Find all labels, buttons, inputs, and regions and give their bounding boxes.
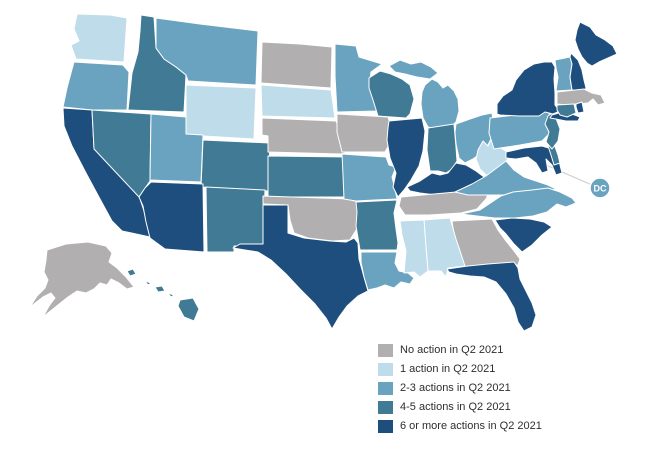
state-mi[interactable] xyxy=(388,59,460,131)
legend-label-two_three: 2-3 actions in Q2 2021 xyxy=(400,382,511,394)
legend-label-four_five: 4-5 actions in Q2 2021 xyxy=(400,401,511,413)
state-in[interactable] xyxy=(426,123,458,174)
state-wa[interactable] xyxy=(70,13,128,63)
state-ak[interactable] xyxy=(29,241,135,318)
state-tx[interactable] xyxy=(232,204,369,330)
legend-label-six_plus: 6 or more actions in Q2 2021 xyxy=(400,420,542,432)
legend-item-four_five: 4-5 actions in Q2 2021 xyxy=(378,401,542,414)
state-nd[interactable] xyxy=(260,41,333,89)
state-wy[interactable] xyxy=(185,84,257,140)
legend-label-none: No action in Q2 2021 xyxy=(400,344,504,356)
legend-swatch-one xyxy=(378,363,393,376)
state-dc[interactable] xyxy=(589,177,611,199)
legend-item-one: 1 action in Q2 2021 xyxy=(378,363,542,376)
state-pa[interactable] xyxy=(488,110,553,150)
state-hi[interactable] xyxy=(126,268,200,322)
state-wi[interactable] xyxy=(368,70,415,119)
legend: No action in Q2 2021 1 action in Q2 2021 2… xyxy=(378,344,542,439)
legend-item-six_plus: 6 or more actions in Q2 2021 xyxy=(378,420,542,433)
state-fl[interactable] xyxy=(446,261,537,332)
state-ks[interactable] xyxy=(267,155,353,198)
state-mt[interactable] xyxy=(155,17,259,86)
state-sd[interactable] xyxy=(260,84,336,119)
state-vt[interactable] xyxy=(554,56,573,92)
state-co[interactable] xyxy=(200,139,271,192)
state-ar[interactable] xyxy=(355,199,399,251)
legend-label-one: 1 action in Q2 2021 xyxy=(400,363,496,375)
dc-callout-label: DC xyxy=(594,184,607,194)
states-layer xyxy=(29,13,618,332)
legend-item-two_three: 2-3 actions in Q2 2021 xyxy=(378,382,542,395)
legend-item-none: No action in Q2 2021 xyxy=(378,344,542,357)
legend-swatch-none xyxy=(378,344,393,357)
state-nm[interactable] xyxy=(205,186,266,253)
legend-swatch-six_plus xyxy=(378,420,393,433)
state-ms[interactable] xyxy=(399,219,429,278)
state-ia[interactable] xyxy=(336,113,393,153)
state-ut[interactable] xyxy=(149,113,204,183)
state-me[interactable] xyxy=(574,21,618,67)
state-az[interactable] xyxy=(138,181,205,253)
state-sc[interactable] xyxy=(494,217,553,253)
state-mo[interactable] xyxy=(341,153,398,202)
state-ct[interactable] xyxy=(556,103,577,118)
state-or[interactable] xyxy=(62,61,130,111)
state-il[interactable] xyxy=(386,117,426,198)
state-va[interactable] xyxy=(454,160,557,196)
legend-swatch-two_three xyxy=(378,382,393,395)
legend-swatch-four_five xyxy=(378,401,393,414)
state-ri[interactable] xyxy=(575,101,585,114)
dc-callout[interactable]: DC xyxy=(589,177,611,199)
state-la[interactable] xyxy=(360,251,415,291)
